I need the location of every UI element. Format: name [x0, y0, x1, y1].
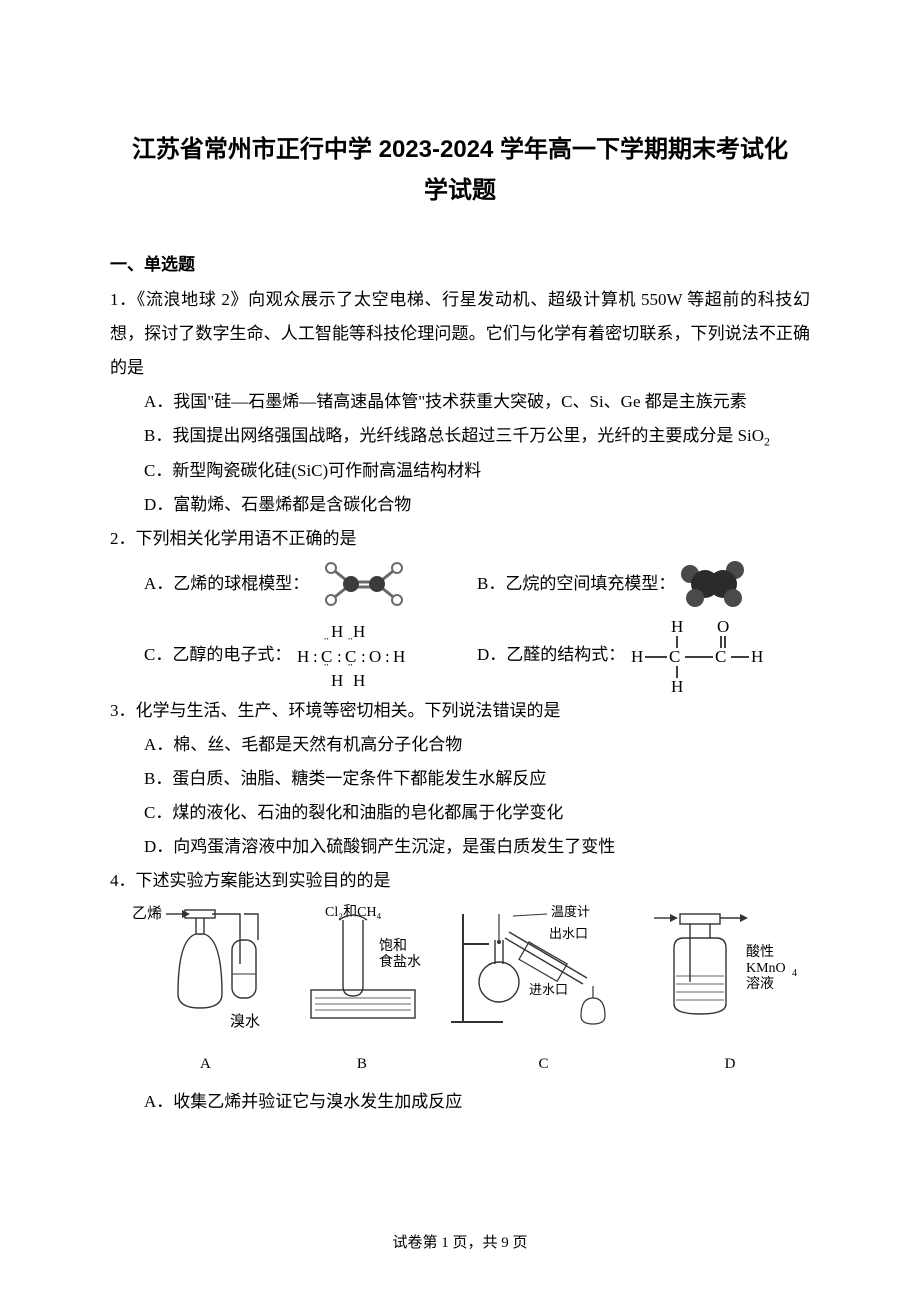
q4-opt-a: A．收集乙烯并验证它与溴水发生加成反应: [144, 1085, 810, 1119]
q2-opt-b-label: B．乙烷的空间填充模型：: [477, 567, 675, 601]
svg-text:H: H: [331, 671, 343, 690]
in-label: 进水口: [529, 982, 568, 997]
svg-text:O: O: [717, 617, 729, 636]
svg-text:H: H: [671, 677, 683, 694]
kmno4-label-3: 溶液: [746, 976, 774, 992]
ethanol-lewis-icon: H H H : C : C : O : H ¨ ¨ ¨ ¨: [291, 620, 441, 690]
svg-text:H: H: [631, 647, 643, 666]
title-line-1: 江苏省常州市正行中学 2023-2024 学年高一下学期期末考试化: [132, 136, 788, 163]
q1-opt-c: C．新型陶瓷碳化硅(SiC)可作耐高温结构材料: [144, 454, 810, 488]
svg-text:¨: ¨: [324, 636, 329, 651]
q2-stem: 2．下列相关化学用语不正确的是: [110, 522, 810, 556]
q3-opt-a: A．棉、丝、毛都是天然有机高分子化合物: [144, 728, 810, 762]
q2-opt-a: A．乙烯的球棍模型：: [144, 556, 477, 612]
q1-opt-b-text: B．我国提出网络强国战略，光纤线路总长超过三千万公里，光纤的主要成分是 SiO: [144, 426, 764, 445]
svg-text:H: H: [393, 647, 405, 666]
svg-text:C: C: [715, 647, 726, 666]
svg-text:¨: ¨: [324, 662, 329, 677]
question-2: 2．下列相关化学用语不正确的是 A．乙烯的球棍模型：: [110, 522, 810, 694]
svg-text::: :: [361, 647, 366, 666]
q2-opt-a-label: A．乙烯的球棍模型：: [144, 567, 309, 601]
q1-opt-b: B．我国提出网络强国战略，光纤线路总长超过三千万公里，光纤的主要成分是 SiO2: [144, 419, 810, 454]
page-title: 江苏省常州市正行中学 2023-2024 学年高一下学期期末考试化 学试题: [110, 130, 810, 212]
q4-cap-c: C: [443, 1049, 643, 1079]
q3-opt-c: C．煤的液化、石油的裂化和油脂的皂化都属于化学变化: [144, 796, 810, 830]
ethane-spacefill-icon: [675, 556, 753, 612]
kmno4-label-1: 酸性: [746, 944, 774, 960]
q2-opt-b: B．乙烷的空间填充模型：: [477, 556, 810, 612]
apparatus-d-icon: 酸性 KMnO 4 溶液: [650, 904, 810, 1034]
svg-text:H: H: [353, 622, 365, 641]
title-line-2: 学试题: [424, 177, 496, 204]
q4-cap-d: D: [650, 1049, 810, 1079]
acetaldehyde-structure-icon: H O H C C H H: [625, 616, 765, 694]
svg-text:H: H: [297, 647, 309, 666]
q3-opt-b: B．蛋白质、油脂、糖类一定条件下都能发生水解反应: [144, 762, 810, 796]
q2-opt-c-label: C．乙醇的电子式：: [144, 638, 291, 672]
question-4: 4．下述实验方案能达到实验目的的是 乙烯: [110, 864, 810, 1119]
q2-opt-d-label: D．乙醛的结构式：: [477, 638, 625, 672]
q4-stem: 4．下述实验方案能达到实验目的的是: [110, 864, 810, 898]
section-heading: 一、单选题: [110, 250, 810, 275]
thermo-label: 温度计: [551, 904, 590, 919]
q2-opt-c: C．乙醇的电子式： H H H : C : C : O : H ¨: [144, 620, 477, 690]
question-1: 1．《流浪地球 2》向观众展示了太空电梯、行星发动机、超级计算机 550W 等超…: [110, 283, 810, 522]
nacl-label-1: 饱和: [379, 938, 407, 954]
kmno4-label-2: KMnO: [746, 961, 786, 976]
out-label: 出水口: [549, 926, 588, 941]
q4-diagrams: 乙烯 溴水 A: [110, 898, 810, 1079]
q3-opt-d: D．向鸡蛋清溶液中加入硫酸铜产生沉淀，是蛋白质发生了变性: [144, 830, 810, 864]
svg-text::: :: [313, 647, 318, 666]
ethylene-label: 乙烯: [132, 905, 162, 922]
nacl-label-2: 食盐水: [379, 953, 421, 970]
q4-diagram-b: Cl₂和CH₄ 饱和 食盐水 B: [287, 904, 437, 1079]
cl2ch4-label: Cl₂和CH₄: [325, 904, 382, 920]
svg-text:H: H: [331, 622, 343, 641]
ethylene-ball-stick-icon: [309, 556, 419, 612]
q4-diagram-d: 酸性 KMnO 4 溶液 D: [650, 904, 810, 1079]
svg-text:C: C: [669, 647, 680, 666]
svg-text:H: H: [751, 647, 763, 666]
apparatus-c-icon: 温度计 出水口 进水口: [443, 904, 643, 1034]
q4-diagram-c: 温度计 出水口 进水口 C: [443, 904, 643, 1079]
kmno4-label-sub: 4: [792, 968, 797, 979]
q1-opt-d: D．富勒烯、石墨烯都是含碳化合物: [144, 488, 810, 522]
svg-text:H: H: [671, 617, 683, 636]
svg-text::: :: [337, 647, 342, 666]
svg-text:H: H: [353, 671, 365, 690]
q4-cap-b: B: [287, 1049, 437, 1079]
question-3: 3．化学与生活、生产、环境等密切相关。下列说法错误的是 A．棉、丝、毛都是天然有…: [110, 694, 810, 864]
svg-text::: :: [385, 647, 390, 666]
svg-text:O: O: [369, 647, 381, 666]
q1-opt-b-sub: 2: [764, 434, 770, 448]
apparatus-a-icon: 乙烯 溴水: [130, 904, 280, 1034]
svg-text:¨: ¨: [348, 636, 353, 651]
q4-cap-a: A: [130, 1049, 280, 1079]
q2-opt-d: D．乙醛的结构式： H O H C C H: [477, 616, 810, 694]
q3-stem: 3．化学与生活、生产、环境等密切相关。下列说法错误的是: [110, 694, 810, 728]
q4-diagram-a: 乙烯 溴水 A: [130, 904, 280, 1079]
q1-opt-a: A．我国"硅—石墨烯—锗高速晶体管"技术获重大突破，C、Si、Ge 都是主族元素: [144, 385, 810, 419]
page-footer: 试卷第 1 页，共 9 页: [0, 1231, 920, 1252]
apparatus-b-icon: Cl₂和CH₄ 饱和 食盐水: [287, 904, 437, 1034]
q1-stem: 1．《流浪地球 2》向观众展示了太空电梯、行星发动机、超级计算机 550W 等超…: [110, 283, 810, 385]
bromine-label: 溴水: [230, 1013, 260, 1030]
